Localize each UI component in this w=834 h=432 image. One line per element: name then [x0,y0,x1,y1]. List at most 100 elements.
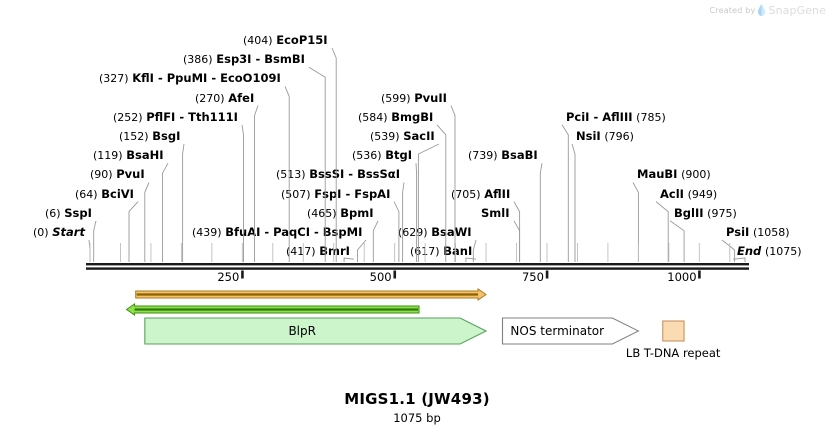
ruler-tick-label: 1000 [667,270,697,284]
enzyme-label-row: (270) AfeI [195,90,255,105]
enzyme-label-row: (90) PvuI [90,168,145,182]
enzyme-name: BssSαI [357,167,400,182]
ruler-tick-label: 250 [217,270,240,284]
page-title: MIGS1.1 (JW493) [344,390,490,408]
enzyme-leader-line [308,66,326,262]
feature-nos-terminator[interactable] [501,317,640,345]
ruler-tick-label: 750 [521,270,544,284]
enzyme-name: AflIII [602,109,633,124]
ruler-major-tick [698,270,701,279]
enzyme-position: (404) [243,34,273,47]
enzyme-label-row: NsiI (796) [576,130,634,144]
enzyme-label-row: (252) PflFI - Tth111I [113,109,238,124]
enzyme-name: AfeI [228,90,255,105]
enzyme-name: PsiI [726,225,750,239]
enzyme-name: SmlI [481,205,510,220]
enzyme-name: PaqCI [273,225,311,239]
enzyme-separator: - [260,225,274,239]
enzyme-leader-line [571,143,576,262]
enzyme-leader-line [513,220,521,262]
enzyme-leader-line [669,220,685,262]
enzyme-name: PflFI [146,109,176,124]
enzyme-name: BssSI [309,167,345,182]
enzyme-position: (6) [45,206,61,220]
enzyme-label-row: (465) BpmI [307,205,374,220]
enzyme-name: AclI [660,186,684,201]
enzyme-leader-line [632,182,639,262]
enzyme-separator: - [341,186,355,201]
enzyme-label-row: (739) BsaBI [468,148,538,163]
enzyme-position: (949) [687,187,718,201]
enzyme-name: FspAI [354,186,391,201]
enzyme-position: (417) [286,245,316,259]
enzyme-position: (584) [358,110,388,124]
enzyme-position: (629) [398,226,428,239]
enzyme-leader-line [655,201,669,262]
watermark-created-by-text: Created by [709,5,756,15]
enzyme-label-row: (584) BmgBI [358,109,434,124]
enzyme-label-row: PciI - AflIII (785) [566,109,666,124]
enzyme-name: AflII [484,186,511,201]
enzyme-name: BsaHI [126,148,164,163]
enzyme-position: (1058) [752,226,790,239]
feature-blpr[interactable] [144,317,488,345]
enzyme-name: BpmI [340,205,374,220]
enzyme-name: EcoP15I [276,33,328,47]
enzyme-label-row: (327) KflI - PpuMI - EcoO109I [99,71,281,86]
enzyme-name: PciI [566,109,590,124]
enzyme-label-row: PsiI (1058) [726,225,790,240]
enzyme-leader-line [128,201,139,262]
enzyme-position: (270) [195,91,225,105]
enzyme-position: (152) [119,130,149,143]
enzyme-position: (705) [451,187,481,201]
enzyme-name: BtgI [385,148,413,163]
enzyme-name: BsaBI [501,148,538,163]
enzyme-label-row: (417) BmrI [286,244,350,259]
enzyme-label-row: (705) AflII [451,186,511,201]
enzyme-position: (386) [183,53,213,67]
feature-label-lb-t-dna-repeat: LB T-DNA repeat [625,346,721,360]
enzyme-position: (739) [468,149,498,163]
enzyme-name: BsmBI [264,52,305,67]
enzyme-position: (1075) [764,245,802,259]
enzyme-name: MauBI [637,167,678,182]
watermark-brand-text: SnapGene [768,3,826,17]
enzyme-name: BmrI [319,244,350,259]
feature-track-group [125,288,685,345]
enzyme-separator: - [207,71,221,86]
enzyme-label-row: (404) EcoP15I [243,33,328,48]
enzyme-name: BmgBI [391,109,434,124]
enzyme-position: (513) [276,168,306,182]
enzyme-label-row: (599) PvuII [381,91,447,105]
enzyme-label-row: (629) BsaWI [398,226,472,240]
feature-label-blpr: BlpR [288,324,316,338]
enzyme-leader-line [357,239,367,262]
enzyme-name: Tth111I [188,109,238,124]
ruler-tick-label: 500 [369,270,392,284]
ruler-major-tick [393,270,397,279]
enzyme-leader-line [402,182,405,262]
enzyme-position: (975) [707,206,737,220]
enzyme-label-row: (64) BciVI [75,187,134,201]
enzyme-position: (465) [307,206,337,220]
enzyme-name: BfuAI [225,225,261,239]
enzyme-separator: - [589,109,603,124]
enzyme-leader-line [144,182,150,262]
enzyme-position: (252) [113,110,143,124]
enzyme-leader-line [450,105,456,262]
enzyme-label-row: MauBI (900) [637,167,711,182]
snapgene-droplet-icon [758,4,766,16]
enzyme-label-row: End (1075) [737,245,802,259]
enzyme-label-row: (6) SspI [45,206,92,220]
sequence-ruler [86,243,749,279]
enzyme-leader-line [472,239,477,262]
enzyme-leader-line [182,143,185,262]
feature-lb-t-dna-repeat[interactable] [662,320,685,342]
enzyme-label-row: BglII (975) [674,206,737,220]
enzyme-leader-line [241,124,244,262]
enzyme-position: (507) [281,187,311,201]
enzyme-separator: - [175,109,189,124]
enzyme-position: (0) [33,226,49,239]
enzyme-position: (90) [90,168,113,182]
